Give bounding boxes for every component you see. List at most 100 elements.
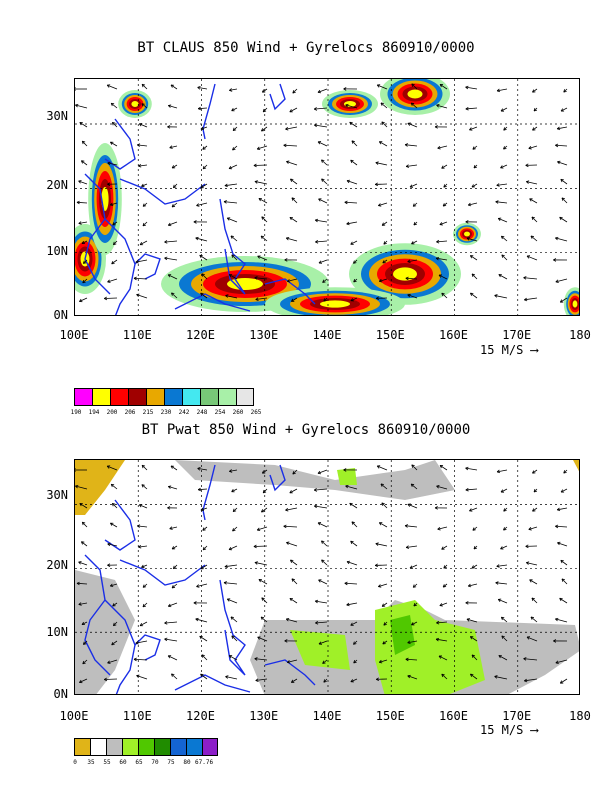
wind-arrow: [314, 218, 328, 223]
wind-arrow: [496, 469, 508, 474]
wind-arrow: [496, 564, 508, 568]
coastline: [134, 634, 161, 661]
wind-arrow: [261, 216, 268, 223]
wind-arrow: [443, 564, 448, 569]
coastline: [119, 178, 206, 205]
scale-label: 15 M/S ⟶: [480, 723, 538, 737]
wind-arrow: [262, 107, 268, 113]
wind-map-claus: [74, 78, 580, 316]
wind-arrow: [559, 597, 568, 604]
wind-arrow: [555, 524, 568, 529]
wind-arrow: [229, 469, 238, 473]
colorbar-swatch: [146, 388, 164, 406]
wind-arrow: [136, 293, 148, 299]
wind-arrow: [524, 297, 538, 302]
wind-arrow: [530, 616, 538, 623]
wind-arrow: [133, 657, 148, 662]
colorbar-swatch: [154, 738, 170, 756]
wind-arrow: [407, 122, 418, 128]
wind-arrow: [381, 221, 388, 226]
wind-arrow: [232, 526, 238, 532]
colorbar-tick: 70: [151, 759, 159, 766]
wind-arrow: [321, 559, 328, 566]
wind-arrow: [378, 583, 388, 588]
wind-arrow: [555, 278, 568, 283]
lon-label: 160E: [439, 709, 468, 723]
colorbar-1: [74, 388, 254, 406]
wind-arrow: [261, 126, 268, 132]
wind-arrow: [75, 484, 88, 490]
wind-arrow: [200, 564, 208, 570]
wind-arrow: [524, 678, 538, 683]
wind-arrow: [532, 507, 538, 512]
coastline: [84, 554, 136, 694]
coastline: [84, 218, 111, 295]
colorbar-tick: 35: [87, 759, 95, 766]
wind-arrow: [78, 221, 88, 225]
wind-arrow: [254, 276, 268, 280]
wind-arrow: [442, 583, 448, 588]
wind-arrow: [260, 616, 268, 623]
wind-arrow: [167, 655, 178, 661]
wind-arrow: [411, 83, 418, 90]
wind-arrow: [321, 178, 328, 185]
wind-arrow: [560, 488, 568, 493]
wind-arrow: [142, 202, 148, 207]
colorbar-tick: 75: [167, 759, 175, 766]
wind-arrow: [465, 466, 478, 471]
colorbar-tick: 230: [160, 409, 172, 416]
wind-arrow: [500, 164, 508, 169]
wind-arrow: [224, 564, 238, 569]
colorbar-2: [74, 738, 218, 756]
scale-arrow-icon: ⟶: [530, 343, 538, 357]
wind-arrow: [200, 507, 208, 512]
wind-arrow: [164, 256, 178, 261]
wind-arrow: [383, 621, 388, 626]
map-title-1: BT CLAUS 850 Wind + Gyrelocs 860910/0000: [137, 40, 475, 56]
wind-arrow: [494, 294, 508, 299]
wind-arrow: [167, 221, 178, 227]
wind-arrow: [254, 561, 268, 566]
colorbar-swatch: [90, 738, 106, 756]
wind-arrow: [343, 87, 358, 91]
wind-arrow: [349, 502, 358, 509]
wind-arrow: [496, 88, 508, 93]
wind-arrow: [323, 297, 328, 302]
wind-arrow: [314, 504, 328, 509]
wind-arrow: [466, 618, 478, 623]
wind-arrow: [230, 616, 238, 623]
colorbar-tick: 248: [196, 409, 208, 416]
coastline: [119, 559, 206, 586]
wind-arrow: [376, 465, 388, 471]
wind-arrow: [404, 524, 418, 528]
wind-arrow: [381, 502, 388, 509]
wind-arrow: [201, 273, 208, 280]
wind-arrow: [407, 293, 418, 299]
wind-arrow: [436, 239, 448, 244]
wind-arrow: [107, 161, 118, 166]
colorbar-tick: 55: [103, 759, 111, 766]
lon-label: 100E: [59, 328, 89, 342]
colorbar-tick: 260: [232, 409, 244, 416]
coastline: [264, 278, 316, 305]
wind-arrow: [76, 200, 88, 205]
wind-arrow: [346, 602, 358, 607]
cloud-contour: [227, 278, 263, 290]
wind-arrow: [314, 123, 328, 128]
colorbar-tick: 265: [250, 409, 262, 416]
wind-arrow: [283, 524, 298, 529]
wind-arrow: [413, 221, 418, 226]
lon-label: 140E: [312, 328, 342, 342]
cloud-contour: [131, 101, 139, 107]
wind-arrow: [289, 107, 298, 113]
wind-arrow: [224, 183, 238, 188]
wind-arrow: [82, 659, 88, 665]
wind-arrow: [531, 216, 538, 223]
wind-arrow: [528, 145, 538, 150]
wind-arrow: [313, 488, 328, 492]
wind-arrow: [256, 145, 268, 151]
wind-arrow: [557, 160, 568, 166]
wind-arrow: [350, 240, 358, 245]
wind-arrow: [317, 141, 328, 147]
wind-arrow: [434, 125, 448, 129]
